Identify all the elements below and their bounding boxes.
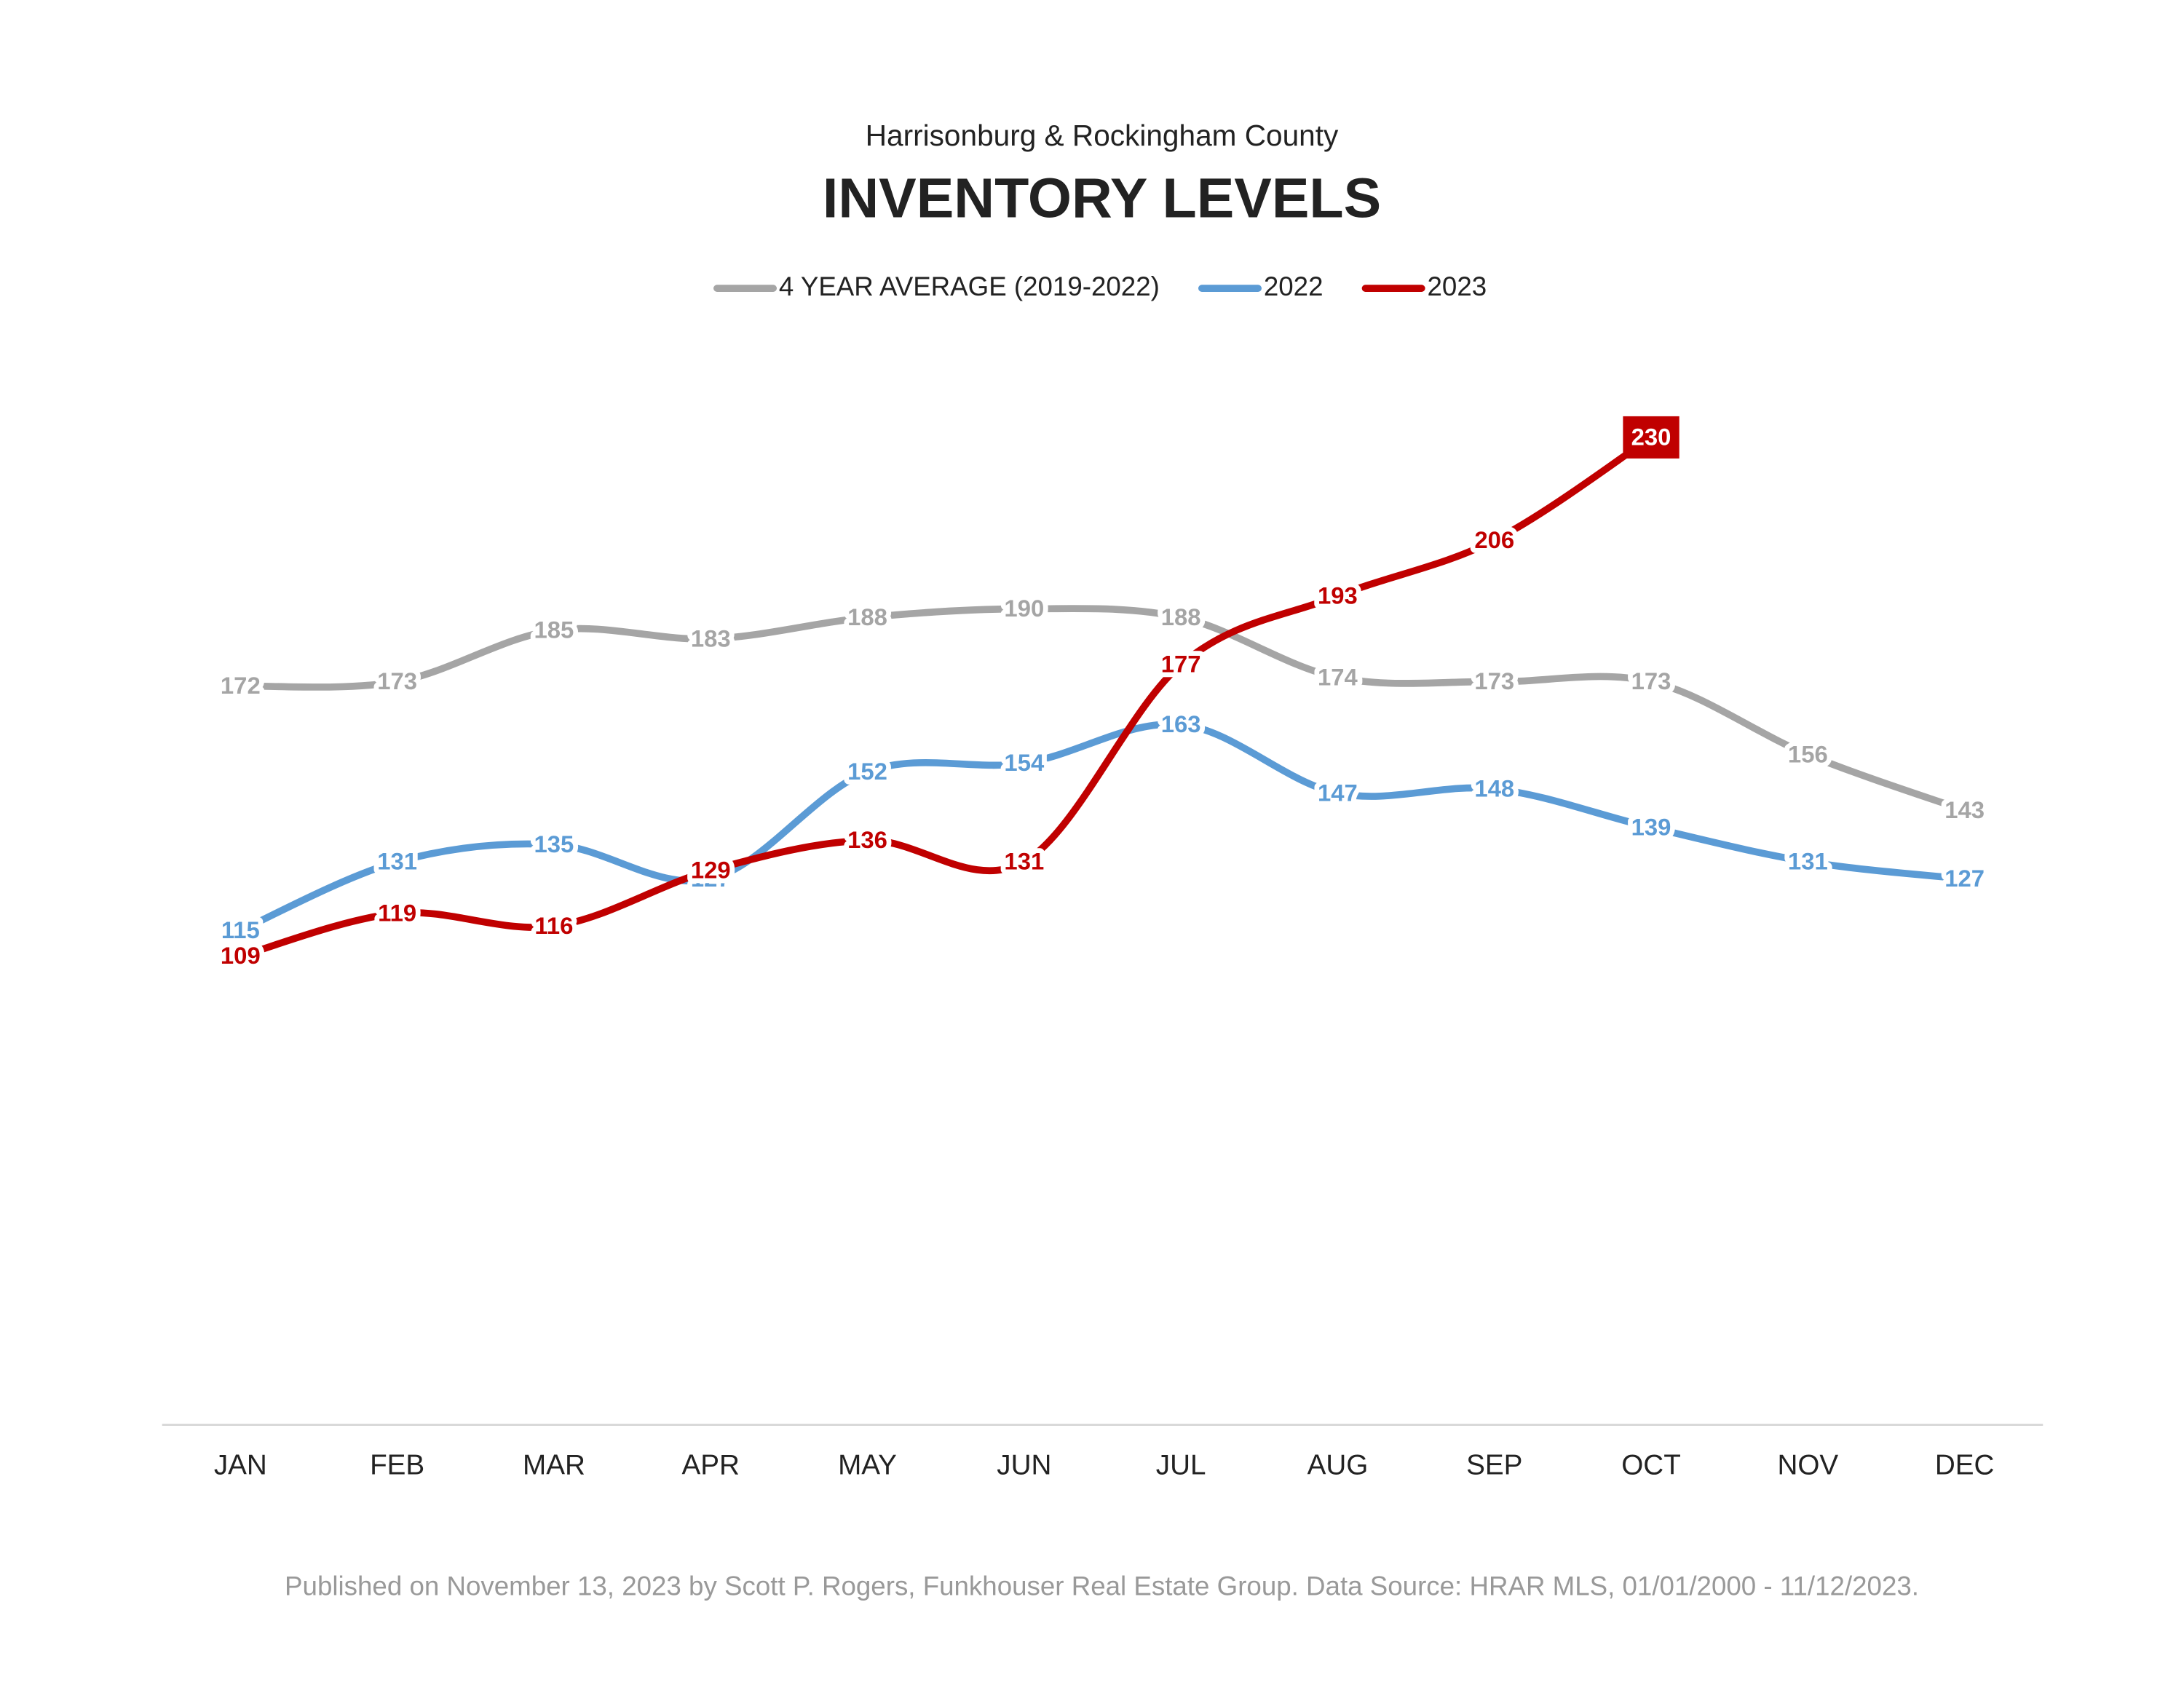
data-label: 127 [691,865,731,892]
data-label: 131 [1004,848,1044,875]
x-tick-label: JUN [997,1450,1051,1481]
legend-label: 4 YEAR AVERAGE (2019-2022) [779,271,1160,301]
footnote: Published on November 13, 2023 by Scott … [285,1571,1919,1601]
data-label: 139 [1631,813,1671,840]
data-label: 188 [1161,603,1201,630]
series-line [237,434,1655,960]
data-label: 172 [221,672,261,699]
data-label-box [1623,416,1679,459]
series-line [237,721,1969,935]
series-line [237,605,1969,814]
data-label: 119 [378,899,416,926]
data-label: 190 [1004,595,1044,622]
chart-title: INVENTORY LEVELS [823,167,1381,230]
data-label: 154 [1004,749,1045,776]
data-label: 185 [534,616,574,643]
legend-label: 2022 [1264,271,1324,301]
x-tick-label: NOV [1777,1450,1838,1481]
data-label: 136 [847,826,887,853]
data-label: 152 [847,758,887,785]
data-label: 206 [1474,526,1514,553]
data-label: 135 [534,830,574,857]
data-label: 131 [377,848,417,875]
x-tick-label: APR [682,1450,740,1481]
data-label: 148 [1474,774,1514,801]
legend: 4 YEAR AVERAGE (2019-2022) 2022 2023 [713,271,1487,301]
data-label: 193 [1318,582,1358,608]
data-label: 163 [1161,710,1201,737]
data-label: 177 [1161,651,1201,678]
data-label: 156 [1788,740,1828,767]
data-label: 173 [1631,667,1671,694]
x-tick-label: FEB [370,1450,424,1481]
data-label: 116 [534,912,573,939]
data-label: 173 [1474,667,1514,694]
data-label: 174 [1318,663,1358,690]
data-label: 173 [377,667,417,694]
data-label: 188 [847,603,887,630]
x-tick-label: JAN [214,1450,267,1481]
data-label: 143 [1944,796,1985,823]
x-tick-label: MAY [838,1450,897,1481]
legend-label: 2023 [1428,271,1487,301]
data-label: 183 [691,625,731,651]
data-label: 131 [1788,848,1828,875]
data-label: 109 [221,942,261,969]
x-tick-label: JUL [1156,1450,1206,1481]
x-tick-label: SEP [1466,1450,1522,1481]
data-label: 230 [1631,423,1671,450]
x-tick-label: OCT [1621,1450,1681,1481]
chart-subtitle: Harrisonburg & Rockingham County [866,119,1339,152]
data-label: 115 [221,916,260,943]
x-tick-label: AUG [1307,1450,1369,1481]
x-tick-label: DEC [1935,1450,1995,1481]
data-label: 147 [1318,779,1358,806]
x-tick-label: MAR [523,1450,585,1481]
data-label: 129 [691,856,731,883]
data-label: 127 [1944,865,1985,892]
